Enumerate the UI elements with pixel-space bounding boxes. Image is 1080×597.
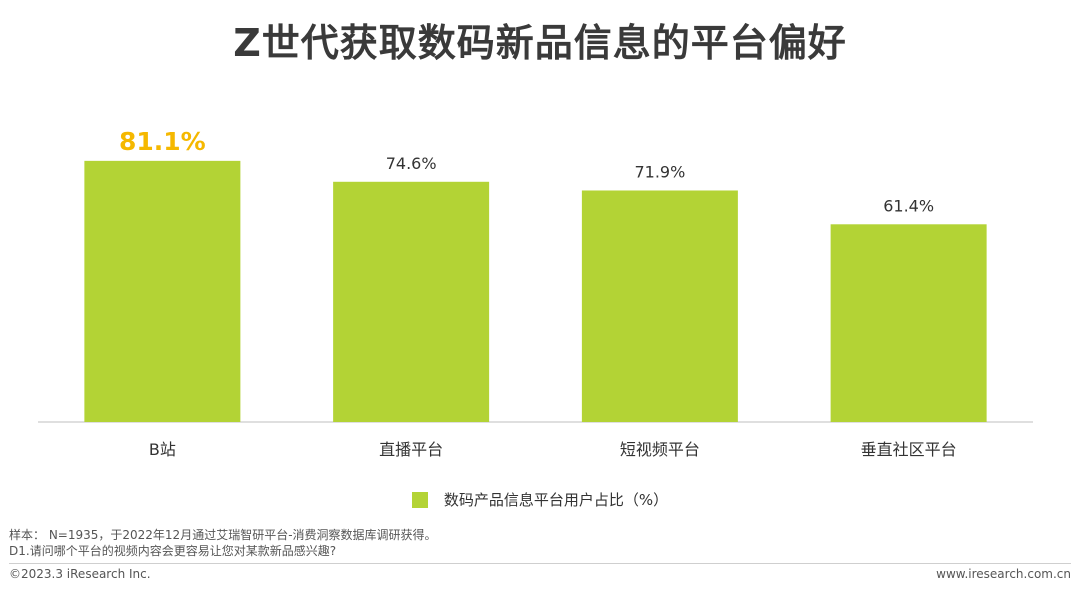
question-note: D1.请问哪个平台的视频内容会更容易让您对某款新品感兴趣? xyxy=(9,544,337,558)
data-label-4: 61.4% xyxy=(883,196,934,215)
website-link[interactable]: www.iresearch.com.cn xyxy=(936,567,1071,581)
category-label-4: 垂直社区平台 xyxy=(861,440,957,459)
bar-2 xyxy=(333,181,490,422)
copyright: ©2023.3 iResearch Inc. xyxy=(9,567,151,581)
data-label-2: 74.6% xyxy=(386,154,437,173)
category-label-2: 直播平台 xyxy=(379,440,443,459)
chart-title: Z世代获取数码新品信息的平台偏好 xyxy=(233,21,847,65)
bar-4 xyxy=(830,224,987,422)
category-label-3: 短视频平台 xyxy=(620,440,700,459)
legend-label: 数码产品信息平台用户占比（%） xyxy=(443,491,669,509)
sample-note: 样本： N=1935，于2022年12月通过艾瑞智研平台-消费洞察数据库调研获得… xyxy=(9,528,437,542)
footer-divider xyxy=(9,563,1071,564)
data-label-3: 71.9% xyxy=(634,162,685,181)
data-label-1: 81.1% xyxy=(119,127,206,156)
notes: 样本： N=1935，于2022年12月通过艾瑞智研平台-消费洞察数据库调研获得… xyxy=(9,527,437,559)
bar-1 xyxy=(84,160,241,422)
legend-swatch xyxy=(411,491,428,508)
bar-chart: 81.1% B站 74.6% 直播平台 71.9% 短视频平台 61.4% 垂直社区平台 xyxy=(38,127,1033,459)
legend: 数码产品信息平台用户占比（%） xyxy=(0,489,1080,510)
bar-3 xyxy=(581,190,738,422)
category-label-1: B站 xyxy=(149,440,176,459)
